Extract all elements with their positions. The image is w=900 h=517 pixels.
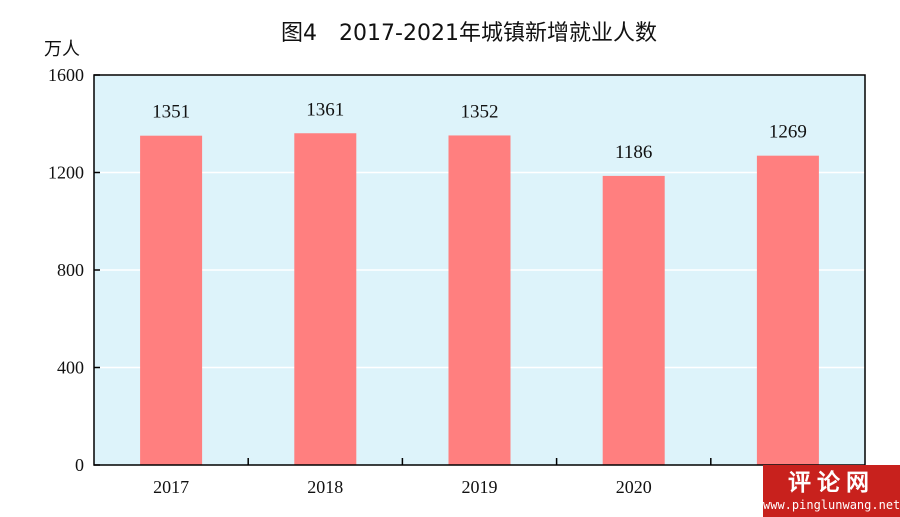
y-tick-label: 1200 — [48, 163, 84, 183]
data-label-2017: 1351 — [152, 102, 190, 123]
y-tick-label: 400 — [57, 358, 84, 378]
bar-2018 — [294, 133, 357, 465]
bars — [140, 133, 819, 465]
x-tick-label: 2017 — [153, 477, 189, 497]
x-tick-label: 2018 — [307, 477, 343, 497]
bar-2020 — [602, 175, 665, 465]
watermark-logo: 评论网 www.pinglunwang.net — [763, 465, 900, 517]
y-tick-label: 1600 — [48, 65, 84, 85]
chart-title: 图4 2017-2021年城镇新增就业人数 — [281, 21, 657, 46]
watermark-url: www.pinglunwang.net — [763, 498, 900, 512]
y-tick-label: 0 — [75, 455, 84, 475]
bar-2021 — [756, 155, 819, 465]
data-label-2020: 1186 — [615, 142, 652, 163]
bar-2017 — [140, 135, 203, 465]
x-tick-labels: 20172018201920202021 — [153, 477, 806, 497]
x-tick-label: 2020 — [616, 477, 652, 497]
bar-2019 — [448, 135, 511, 465]
y-tick-labels: 0 400 800 1200 1600 — [48, 65, 84, 475]
data-labels: 1351 1361 1352 1186 1269 — [152, 99, 807, 163]
data-label-2021: 1269 — [769, 122, 807, 143]
axes — [93, 74, 866, 466]
data-label-2018: 1361 — [306, 99, 344, 120]
x-tick-label: 2019 — [462, 477, 498, 497]
watermark-text: 评论网 — [788, 470, 875, 496]
y-tick-label: 800 — [57, 260, 84, 280]
data-label-2019: 1352 — [461, 101, 499, 122]
y-axis-unit: 万人 — [44, 39, 80, 60]
